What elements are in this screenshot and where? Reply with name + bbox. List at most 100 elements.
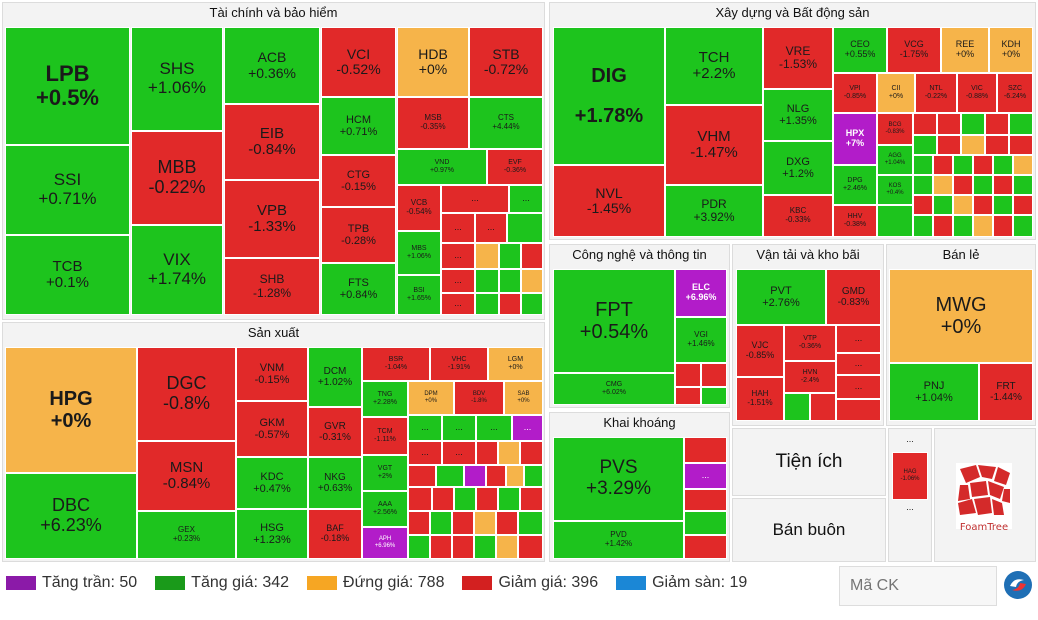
stock-tile[interactable]: PDR +3.92% <box>665 185 763 237</box>
stock-tile[interactable]: MSB -0.35% <box>397 97 469 149</box>
stock-tile[interactable]: DPM +0% <box>408 381 454 415</box>
stock-tile-collapsed[interactable]: ... <box>442 441 476 465</box>
stock-tile-collapsed[interactable]: ... <box>509 185 543 213</box>
stock-tile[interactable] <box>506 465 524 487</box>
stock-tile[interactable] <box>1013 195 1033 215</box>
stock-tile-collapsed[interactable]: ... <box>892 500 928 516</box>
stock-tile[interactable]: VNM -0.15% <box>236 347 308 401</box>
stock-tile[interactable] <box>476 487 498 511</box>
stock-tile[interactable] <box>1013 155 1033 175</box>
stock-tile[interactable]: MBB -0.22% <box>131 131 223 225</box>
stock-tile[interactable] <box>973 155 993 175</box>
small-tiles-mosaic[interactable]: ... ... ... ... ... ... <box>408 415 543 559</box>
stock-tile[interactable] <box>684 489 727 511</box>
stock-tile[interactable] <box>993 175 1013 195</box>
stock-tile[interactable]: SHB -1.28% <box>224 258 320 315</box>
stock-tile[interactable] <box>474 511 496 535</box>
stock-tile[interactable] <box>961 135 985 155</box>
stock-tile[interactable]: EIB -0.84% <box>224 104 320 180</box>
stock-tile[interactable]: KDH +0% <box>989 27 1033 73</box>
stock-tile[interactable]: FTS +0.84% <box>321 263 396 315</box>
stock-tile[interactable]: DXG +1.2% <box>763 141 833 195</box>
stock-tile[interactable] <box>475 269 499 293</box>
sector-panel-wholesale[interactable]: Bán buôn <box>732 498 886 562</box>
stock-tile[interactable]: HPG +0% <box>5 347 137 473</box>
stock-tile-collapsed[interactable]: ... <box>441 269 475 293</box>
stock-tile[interactable] <box>993 215 1013 237</box>
stock-tile[interactable]: MWG +0% <box>889 269 1033 363</box>
stock-tile-collapsed[interactable]: ... <box>441 293 475 315</box>
stock-tile[interactable]: GVR -0.31% <box>308 407 362 457</box>
stock-tile[interactable] <box>1013 175 1033 195</box>
refresh-logo-icon[interactable] <box>1004 571 1032 599</box>
stock-tile[interactable] <box>1009 113 1033 135</box>
stock-tile[interactable]: DBC +6.23% <box>5 473 137 559</box>
stock-tile[interactable] <box>701 387 727 405</box>
stock-tile[interactable] <box>499 293 521 315</box>
stock-tile[interactable]: BCG -0.83% <box>877 113 913 145</box>
stock-tile[interactable]: VTP -0.36% <box>784 325 836 361</box>
stock-tile-collapsed[interactable]: ... <box>836 325 881 353</box>
stock-tile-collapsed[interactable]: ... <box>408 441 442 465</box>
stock-tile[interactable]: BAF -0.18% <box>308 509 362 559</box>
stock-tile[interactable]: VIX +1.74% <box>131 225 223 315</box>
stock-tile[interactable] <box>684 535 727 559</box>
stock-tile[interactable]: CMG +6.02% <box>553 373 675 405</box>
stock-tile[interactable] <box>913 155 933 175</box>
stock-tile[interactable] <box>521 243 543 269</box>
stock-tile[interactable] <box>474 535 496 559</box>
stock-tile[interactable]: NLG +1.35% <box>763 89 833 141</box>
stock-tile[interactable] <box>993 195 1013 215</box>
stock-tile[interactable]: ACB +0.36% <box>224 27 320 104</box>
stock-tile[interactable]: MBS +1.06% <box>397 231 441 275</box>
stock-tile[interactable] <box>961 113 985 135</box>
stock-tile[interactable] <box>933 195 953 215</box>
stock-tile[interactable]: CTS +4.44% <box>469 97 543 149</box>
stock-tile[interactable] <box>701 363 727 387</box>
stock-tile[interactable]: GEX +0.23% <box>137 511 236 559</box>
stock-tile[interactable] <box>913 215 933 237</box>
stock-tile[interactable]: VCI -0.52% <box>321 27 396 97</box>
stock-tile-collapsed[interactable]: ... <box>441 185 509 213</box>
stock-tile[interactable] <box>973 195 993 215</box>
stock-tile[interactable]: NKG +0.63% <box>308 457 362 509</box>
stock-tile[interactable] <box>877 205 913 237</box>
stock-tile[interactable]: PNJ +1.04% <box>889 363 979 421</box>
stock-tile[interactable]: BSI +1.65% <box>397 275 441 315</box>
stock-tile[interactable] <box>993 155 1013 175</box>
stock-tile-collapsed[interactable]: ... <box>836 353 881 375</box>
stock-tile[interactable] <box>675 363 701 387</box>
stock-tile[interactable] <box>524 465 543 487</box>
stock-tile[interactable] <box>408 535 430 559</box>
stock-tile[interactable] <box>933 155 953 175</box>
stock-tile[interactable]: VJC -0.85% <box>736 325 784 377</box>
stock-tile-collapsed[interactable]: ... <box>441 243 475 269</box>
stock-tile[interactable]: HSG +1.23% <box>236 509 308 559</box>
stock-tile[interactable]: KBC -0.33% <box>763 195 833 237</box>
stock-tile[interactable] <box>937 113 961 135</box>
stock-tile[interactable] <box>518 535 543 559</box>
stock-tile[interactable]: VPI -0.85% <box>833 73 877 113</box>
stock-tile[interactable] <box>953 195 973 215</box>
stock-tile[interactable]: HAH -1.51% <box>736 377 784 421</box>
stock-tile[interactable] <box>430 535 452 559</box>
stock-tile[interactable] <box>953 155 973 175</box>
stock-tile[interactable] <box>985 135 1009 155</box>
stock-tile[interactable] <box>521 269 543 293</box>
small-tiles-mosaic[interactable] <box>913 113 1033 237</box>
stock-tile[interactable]: AGG +1.04% <box>877 145 913 175</box>
stock-tile[interactable]: VGT +2% <box>362 455 408 491</box>
stock-tile[interactable]: VND +0.97% <box>397 149 487 185</box>
stock-tile[interactable]: DPG +2.46% <box>833 165 877 205</box>
stock-tile[interactable]: VCG -1.75% <box>887 27 941 73</box>
stock-tile[interactable] <box>973 215 993 237</box>
stock-tile[interactable] <box>475 243 499 269</box>
stock-tile[interactable] <box>521 293 543 315</box>
sector-panel-utilities[interactable]: Tiện ích <box>732 428 886 496</box>
stock-tile[interactable]: HCM +0.71% <box>321 97 396 155</box>
stock-tile[interactable]: FPT +0.54% <box>553 269 675 373</box>
stock-tile[interactable] <box>675 387 701 405</box>
stock-tile[interactable] <box>475 293 499 315</box>
stock-tile[interactable]: ELC +6.96% <box>675 269 727 317</box>
stock-tile[interactable]: TPB -0.28% <box>321 207 396 263</box>
